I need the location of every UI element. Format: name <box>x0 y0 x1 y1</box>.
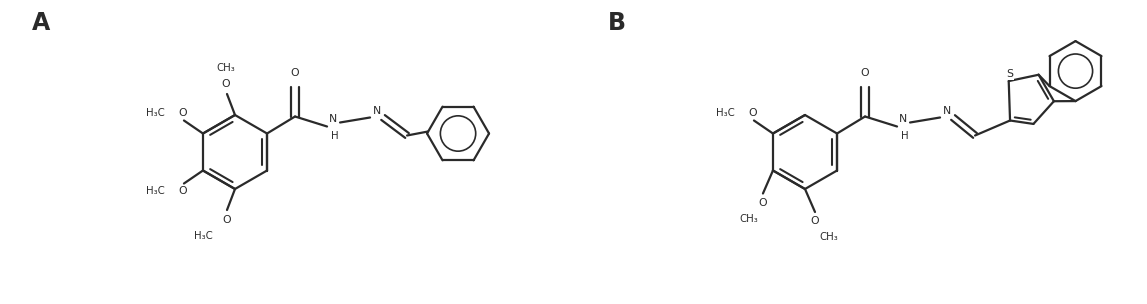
Text: H: H <box>900 130 908 140</box>
Text: H₃C: H₃C <box>194 231 213 241</box>
Text: O: O <box>290 68 299 78</box>
Text: O: O <box>179 109 187 119</box>
Text: N: N <box>943 105 951 116</box>
Text: H₃C: H₃C <box>146 109 165 119</box>
Text: CH₃: CH₃ <box>740 213 758 223</box>
Text: O: O <box>223 215 232 225</box>
Text: CH₃: CH₃ <box>217 63 235 73</box>
Text: B: B <box>608 11 626 35</box>
Text: O: O <box>811 216 819 226</box>
Text: O: O <box>179 185 187 195</box>
Text: N: N <box>373 105 381 116</box>
Text: S: S <box>1006 69 1013 79</box>
Text: O: O <box>860 68 869 78</box>
Text: O: O <box>758 198 767 208</box>
Text: N: N <box>899 113 907 123</box>
Text: O: O <box>749 108 757 118</box>
Text: N: N <box>329 113 337 123</box>
Text: CH₃: CH₃ <box>820 232 838 242</box>
Text: H₃C: H₃C <box>146 185 165 195</box>
Text: A: A <box>32 11 50 35</box>
Text: H: H <box>330 130 338 140</box>
Text: H₃C: H₃C <box>716 108 735 118</box>
Text: O: O <box>221 79 231 89</box>
